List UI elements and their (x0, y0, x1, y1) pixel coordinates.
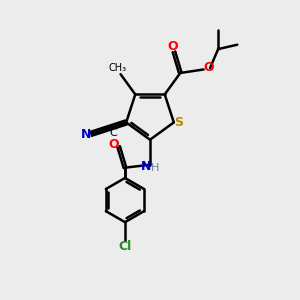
Text: Cl: Cl (118, 240, 132, 253)
Text: N: N (140, 160, 151, 173)
Text: O: O (204, 61, 214, 74)
Text: N: N (81, 128, 91, 141)
Text: CH₃: CH₃ (109, 63, 127, 73)
Text: C: C (109, 128, 117, 137)
Text: O: O (108, 138, 119, 151)
Text: H: H (151, 163, 160, 173)
Text: O: O (167, 40, 178, 53)
Text: S: S (175, 116, 184, 129)
